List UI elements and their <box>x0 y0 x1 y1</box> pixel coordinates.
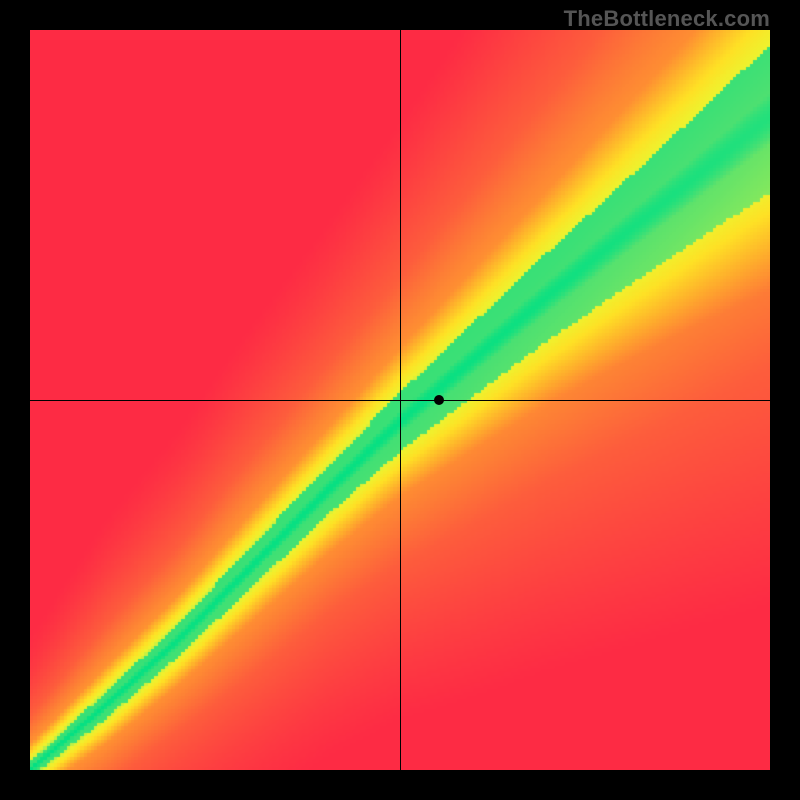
crosshair-horizontal <box>30 400 770 401</box>
watermark-text: TheBottleneck.com <box>564 6 770 32</box>
